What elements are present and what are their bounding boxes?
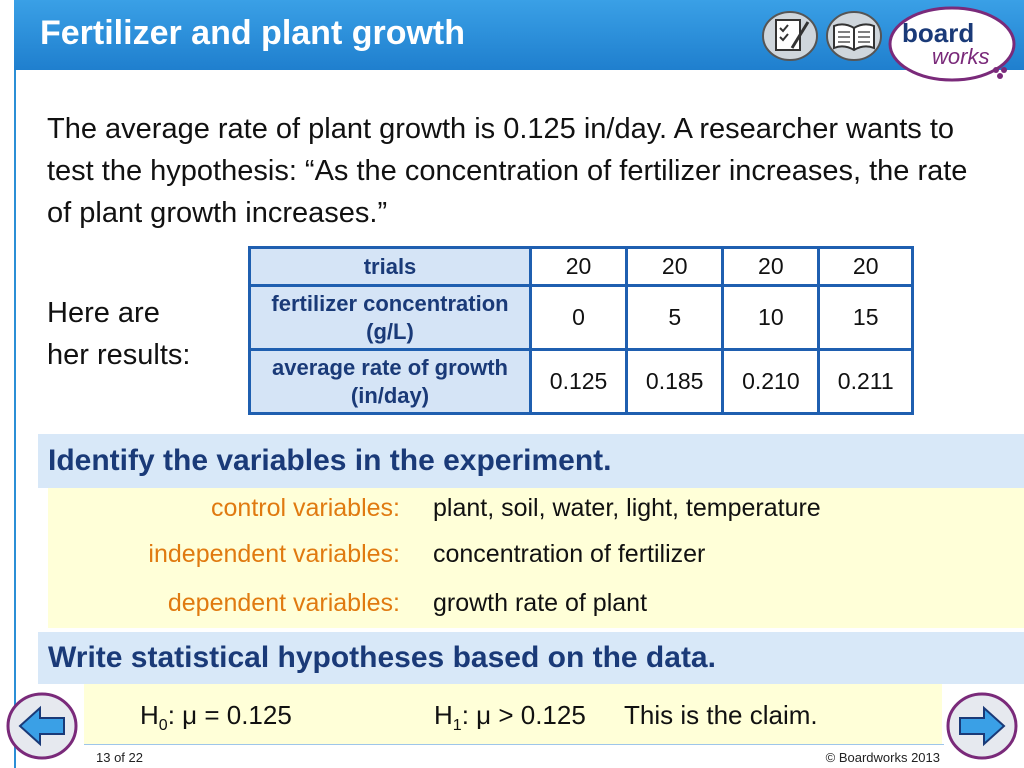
boardworks-logo: board works — [888, 6, 1016, 82]
h0-symbol: H — [140, 700, 159, 730]
identify-band — [38, 434, 1024, 488]
h1-symbol: H — [434, 700, 453, 730]
hypotheses-panel — [84, 684, 942, 744]
independent-variables-label: independent variables: — [148, 540, 400, 568]
previous-slide-button[interactable] — [6, 690, 78, 762]
book-icon[interactable] — [826, 10, 882, 62]
table-cell: 0 — [528, 284, 629, 351]
table-cell: 10 — [721, 284, 821, 351]
hypotheses-band — [38, 632, 1024, 684]
identify-heading: Identify the variables in the experiment… — [48, 444, 612, 477]
results-table: trials 20 20 20 20 fertilizer concentrat… — [248, 246, 914, 415]
results-label-line2: her results: — [47, 339, 191, 371]
null-hypothesis: H0: μ = 0.125 — [140, 700, 292, 735]
table-cell: 20 — [528, 246, 629, 287]
left-accent-rule — [14, 70, 16, 768]
intro-paragraph: The average rate of plant growth is 0.12… — [47, 113, 968, 229]
h1-subscript: 1 — [452, 717, 462, 735]
table-row: average rate of growth (in/day) 0.125 0.… — [248, 348, 914, 415]
table-row: fertilizer concentration (g/L) 0 5 10 15 — [248, 284, 914, 351]
table-cell: 0.125 — [528, 348, 629, 415]
alternative-hypothesis: H1: μ > 0.125 — [434, 700, 586, 735]
h1-relation: : μ > 0.125 — [461, 700, 586, 730]
control-variables-value: plant, soil, water, light, temperature — [433, 494, 821, 522]
dependent-variables-label: dependent variables: — [167, 589, 400, 617]
worksheet-icon[interactable] — [762, 10, 818, 62]
slide-title: Fertilizer and plant growth — [40, 14, 466, 52]
claim-note: This is the claim. — [624, 700, 818, 730]
table-cell: 20 — [721, 246, 821, 287]
row-header-growth: average rate of growth (in/day) — [248, 348, 532, 415]
table-cell: 15 — [817, 284, 914, 351]
arrow-left-icon — [18, 705, 65, 747]
results-label-line1: Here are — [47, 297, 160, 329]
variables-panel — [48, 488, 1024, 628]
arrow-right-icon — [959, 705, 1006, 747]
results-label: Here are her results: — [47, 292, 190, 376]
hypotheses-heading: Write statistical hypotheses based on th… — [48, 641, 716, 674]
footer-divider — [84, 744, 944, 745]
table-row: trials 20 20 20 20 — [248, 246, 914, 287]
table-cell: 20 — [817, 246, 914, 287]
page-counter: 13 of 22 — [96, 750, 143, 765]
table-cell: 20 — [625, 246, 725, 287]
h0-relation: : μ = 0.125 — [167, 700, 292, 730]
row-header-trials: trials — [248, 246, 532, 287]
row-header-fertilizer: fertilizer concentration (g/L) — [248, 284, 532, 351]
table-cell: 0.210 — [721, 348, 821, 415]
table-cell: 0.185 — [625, 348, 725, 415]
logo-text-works: works — [932, 44, 989, 69]
next-slide-button[interactable] — [946, 690, 1018, 762]
independent-variables-value: concentration of fertilizer — [433, 540, 706, 568]
dependent-variables-value: growth rate of plant — [433, 589, 648, 617]
copyright: © Boardworks 2013 — [825, 750, 940, 765]
h0-subscript: 0 — [158, 717, 168, 735]
logo-text-board: board — [902, 18, 974, 48]
control-variables-label: control variables: — [211, 494, 400, 522]
table-cell: 5 — [625, 284, 725, 351]
table-cell: 0.211 — [817, 348, 914, 415]
